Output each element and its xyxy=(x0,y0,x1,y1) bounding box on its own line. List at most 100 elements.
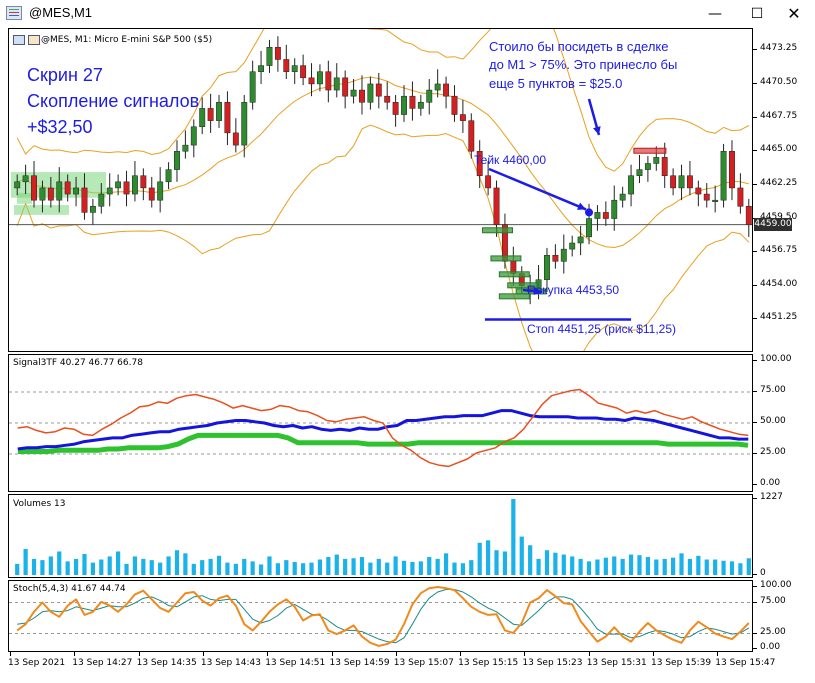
volume-bar xyxy=(570,556,575,575)
volume-bar xyxy=(116,551,121,575)
volume-bar xyxy=(200,560,205,575)
buy-signal-box xyxy=(507,282,539,289)
chart-area[interactable]: @MES, M1: Micro E-mini S&P 500 ($5) Скри… xyxy=(0,28,815,683)
volume-bar xyxy=(729,561,735,575)
time-tick-label: 13 Sep 14:43 xyxy=(200,658,261,668)
volume-bar xyxy=(284,560,289,575)
volume-bar xyxy=(544,550,550,575)
price-chart-panel[interactable]: @MES, M1: Micro E-mini S&P 500 ($5) Скри… xyxy=(8,28,753,352)
take-annotation: Тейк 4460,00 xyxy=(474,153,546,167)
candle-bear xyxy=(140,175,147,189)
volume-bar xyxy=(376,558,381,575)
price-tick-mark xyxy=(753,284,757,286)
bollinger-middle-line xyxy=(17,76,749,249)
buy-annotation: Покупка 4453,50 xyxy=(527,283,620,297)
candle-bull xyxy=(98,193,105,207)
candle-bull xyxy=(22,175,29,183)
candle-bear xyxy=(392,102,399,115)
volume-bar xyxy=(612,556,617,575)
volume-bar xyxy=(603,557,608,575)
candle-bear xyxy=(207,108,214,121)
candle-bull xyxy=(712,199,719,202)
candle-bull xyxy=(350,89,357,97)
volume-bar xyxy=(368,562,373,575)
price-tick-label: 4470.50 xyxy=(760,76,798,87)
candle-bear xyxy=(745,206,752,225)
time-tick-mark xyxy=(653,652,654,656)
price-tick-mark xyxy=(753,116,757,118)
stochastic-tick-mark xyxy=(753,648,757,649)
volume-bar xyxy=(704,559,709,575)
volume-bar xyxy=(317,559,323,575)
candle-bear xyxy=(737,187,744,207)
candle-bear xyxy=(552,254,559,262)
volume-bar xyxy=(469,560,474,575)
volumes-axis: 1227 0 xyxy=(753,492,815,578)
signal3tf-panel[interactable]: Signal3TF 40.27 46.77 66.78 xyxy=(8,354,753,492)
maximize-icon[interactable]: ☐ xyxy=(750,6,764,22)
time-tick-mark xyxy=(524,652,526,656)
volume-bar xyxy=(343,558,348,575)
time-axis[interactable]: 13 Sep 2021 13 Sep 14:27 13 Sep 14:35 13 Se… xyxy=(0,652,815,683)
signal-cluster-box xyxy=(17,192,32,204)
candle-bull xyxy=(291,65,298,72)
volume-bar xyxy=(511,499,516,575)
candle-bear xyxy=(703,193,710,201)
close-icon[interactable]: ✕ xyxy=(787,4,801,23)
price-axis[interactable]: 4473.25 4470.50 4467.75 4465.00 4462.25 4459.… xyxy=(753,28,815,352)
stochastic-panel[interactable]: Stoch(5,4,3) 41.67 44.74 xyxy=(8,580,753,652)
volume-bar xyxy=(158,562,163,575)
stochastic-tick-label: 25.00 xyxy=(760,626,786,637)
stochastic-tick-mark xyxy=(753,586,757,587)
volume-bar xyxy=(23,548,28,575)
signal3tf-mid-line xyxy=(17,409,749,451)
candle-bear xyxy=(308,77,315,85)
candle-bear xyxy=(224,102,231,134)
price-tick-label: 4473.25 xyxy=(760,43,798,54)
candle-bear xyxy=(602,212,609,219)
candle-bear xyxy=(31,175,37,201)
minimize-icon[interactable]: — xyxy=(708,6,722,22)
candle-bear xyxy=(47,187,54,201)
price-tick-label: 4456.75 xyxy=(760,245,798,256)
volume-bar xyxy=(242,558,247,575)
volume-bar xyxy=(696,555,701,575)
price-tick-mark xyxy=(753,150,757,152)
candle-bull xyxy=(14,181,21,189)
candle-bull xyxy=(174,150,180,170)
volume-bar xyxy=(191,563,196,575)
volume-bar xyxy=(620,558,625,575)
price-tick-mark xyxy=(753,183,757,185)
volumes-panel[interactable]: Volumes 13 xyxy=(8,494,753,578)
volume-bar xyxy=(536,558,541,575)
candle-bear xyxy=(729,150,735,189)
signal3tf-axis: 100.00 75.00 50.00 25.00 0.00 xyxy=(753,354,815,492)
volume-bar xyxy=(494,550,499,575)
volume-bar xyxy=(435,558,440,575)
cluster-annotation: Скопление сигналов xyxy=(27,91,200,111)
candle-bull xyxy=(190,126,197,146)
volume-bar xyxy=(57,551,62,575)
volume-bar xyxy=(460,563,465,575)
volume-bar xyxy=(746,558,751,575)
signal3tf-fast-line xyxy=(17,388,749,468)
candle-bear xyxy=(342,77,349,97)
volume-bar xyxy=(267,556,272,575)
volume-bar xyxy=(486,540,491,575)
time-tick-mark xyxy=(588,652,590,656)
volume-bar xyxy=(334,554,339,575)
comment-line-2: до М1 > 75%. Это принесло бы xyxy=(489,57,678,72)
stop-annotation: Стоп 4451,25 (риск $11,25) xyxy=(527,322,677,336)
volume-bar xyxy=(401,560,407,575)
candle-bear xyxy=(686,175,693,189)
candle-bear xyxy=(325,71,332,91)
volume-bar xyxy=(174,550,180,575)
price-tick-label: 4462.25 xyxy=(760,177,798,188)
stochastic-main-line xyxy=(16,586,750,647)
volume-bar xyxy=(628,554,634,575)
candle-bull xyxy=(39,187,46,201)
candle-bull xyxy=(266,46,273,66)
signal3tf-tick-mark xyxy=(753,422,757,423)
candle-bull xyxy=(56,181,63,201)
volume-bar xyxy=(225,562,230,575)
